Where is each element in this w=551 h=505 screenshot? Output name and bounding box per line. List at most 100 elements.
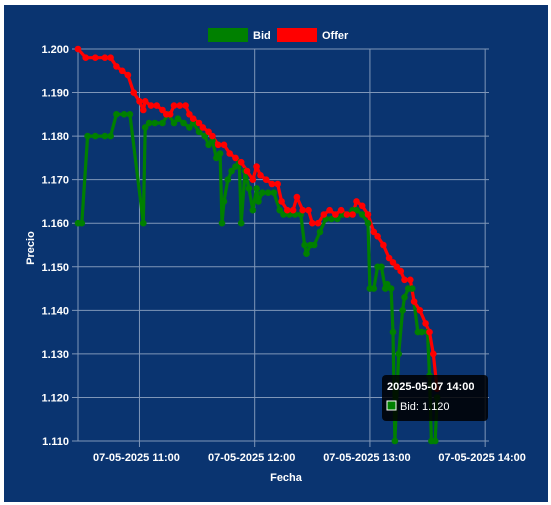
data-point-bid[interactable] [195,128,203,136]
data-point-offer[interactable] [195,119,203,127]
data-point-bid[interactable] [78,219,86,227]
data-point-offer[interactable] [343,211,351,218]
data-point-bid[interactable] [264,189,272,196]
data-point-offer[interactable] [124,71,132,79]
data-point-offer[interactable] [186,111,193,118]
data-point-bid[interactable] [259,189,266,196]
data-point-offer[interactable] [205,128,212,136]
data-point-offer[interactable] [305,206,312,214]
data-point-bid[interactable] [378,263,385,271]
data-point-offer[interactable] [349,211,356,218]
data-point-offer[interactable] [430,350,437,358]
data-point-bid[interactable] [151,119,159,127]
data-point-offer[interactable] [326,206,333,214]
price-line-chart[interactable]: 1.200 1.190 1.180 1.170 1.160 1.150 1.140 1.130… [4,5,548,502]
data-point-bid[interactable] [401,294,408,301]
data-point-bid[interactable] [383,280,391,288]
data-point-offer[interactable] [353,198,360,205]
data-point-bid[interactable] [237,219,245,227]
data-point-bid[interactable] [418,328,426,336]
data-point-bid[interactable] [389,328,397,336]
data-point-bid[interactable] [245,185,253,192]
data-point-bid[interactable] [280,211,287,218]
data-point-bid[interactable] [431,437,439,445]
data-point-offer[interactable] [232,154,239,162]
data-point-bid[interactable] [113,111,120,118]
data-point-bid[interactable] [370,285,378,292]
data-point-offer[interactable] [182,102,189,109]
data-point-offer[interactable] [397,267,405,275]
data-point-bid[interactable] [364,219,372,227]
data-point-bid[interactable] [270,189,278,196]
data-point-offer[interactable] [92,54,99,61]
data-point-bid[interactable] [216,150,224,157]
data-point-bid[interactable] [92,132,99,140]
data-point-offer[interactable] [358,202,366,210]
data-point-bid[interactable] [220,198,228,205]
data-point-offer[interactable] [189,115,197,122]
data-point-offer[interactable] [166,111,174,118]
data-point-offer[interactable] [141,98,149,105]
data-point-bid[interactable] [353,206,360,214]
data-point-offer[interactable] [237,158,245,166]
data-point-offer[interactable] [268,180,276,188]
legend[interactable]: Bid Offer [208,28,349,42]
data-point-offer[interactable] [176,102,184,109]
data-point-offer[interactable] [309,219,316,227]
data-point-bid[interactable] [316,228,324,236]
data-point-offer[interactable] [220,141,228,149]
data-point-offer[interactable] [249,176,257,183]
data-point-bid[interactable] [120,111,128,118]
data-point-offer[interactable] [153,102,160,109]
data-point-bid[interactable] [391,437,399,445]
data-point-offer[interactable] [226,150,233,157]
data-point-bid[interactable] [186,124,193,131]
data-point-offer[interactable] [243,167,251,175]
data-point-offer[interactable] [401,276,408,284]
data-point-offer[interactable] [393,263,401,271]
data-point-offer[interactable] [257,172,264,179]
data-point-bid[interactable] [205,141,212,149]
data-point-offer[interactable] [380,241,387,249]
data-point-offer[interactable] [332,211,339,218]
data-point-offer[interactable] [289,206,297,214]
data-point-offer[interactable] [389,259,397,266]
data-point-offer[interactable] [136,98,143,105]
data-point-offer[interactable] [314,219,322,227]
data-point-bid[interactable] [218,219,226,227]
data-point-bid[interactable] [408,285,416,292]
data-point-bid[interactable] [303,250,310,257]
data-point-bid[interactable] [107,132,114,140]
data-point-offer[interactable] [107,54,114,61]
data-point-offer[interactable] [170,102,178,109]
data-point-offer[interactable] [209,132,216,140]
series-points[interactable] [74,45,441,445]
data-point-bid[interactable] [170,119,178,127]
data-point-offer[interactable] [74,45,82,53]
data-point-bid[interactable] [224,176,232,183]
data-point-bid[interactable] [387,285,395,292]
data-point-bid[interactable] [310,241,318,249]
data-point-bid[interactable] [141,124,149,131]
data-point-offer[interactable] [253,163,260,170]
data-point-bid[interactable] [213,154,220,162]
data-point-offer[interactable] [299,206,307,214]
data-point-offer[interactable] [426,328,433,336]
data-point-offer[interactable] [364,211,372,218]
data-point-offer[interactable] [130,89,137,96]
data-point-bid[interactable] [276,206,284,214]
data-point-offer[interactable] [159,106,166,114]
data-point-offer[interactable] [101,54,109,61]
data-point-offer[interactable] [262,176,270,183]
data-point-bid[interactable] [145,119,153,127]
data-point-bid[interactable] [159,119,166,127]
legend-item-offer[interactable]: Offer [277,28,349,42]
data-point-offer[interactable] [113,63,120,70]
data-point-bid[interactable] [358,211,366,218]
data-point-bid[interactable] [228,167,235,175]
data-point-offer[interactable] [118,67,126,75]
data-point-bid[interactable] [255,198,262,205]
data-point-bid[interactable] [395,350,403,358]
data-point-bid[interactable] [249,206,257,214]
data-point-bid[interactable] [84,132,91,140]
